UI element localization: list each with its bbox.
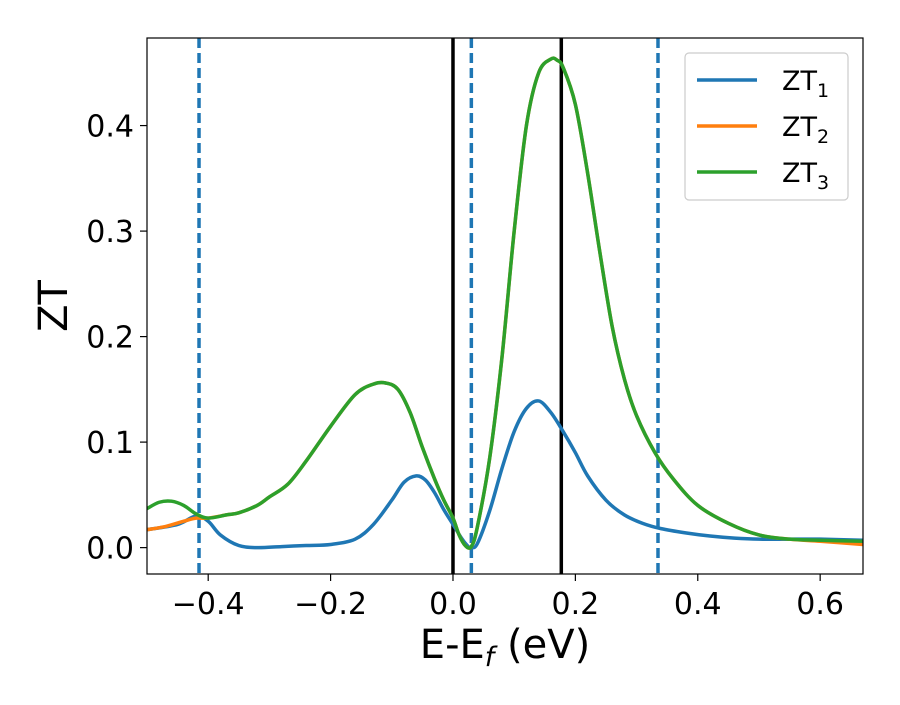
series-line-1	[147, 399, 863, 550]
legend-box	[684, 52, 849, 201]
y-tick-label: 0.3	[86, 215, 134, 250]
x-axis-title: E-Ef (eV)	[420, 622, 590, 673]
x-tick-label: 0.2	[552, 587, 600, 622]
x-tick-label: 0.0	[429, 587, 477, 622]
legend-label-1: ZT1	[782, 66, 829, 102]
y-tick-label: 0.4	[86, 110, 134, 145]
series-line-3	[147, 56, 863, 550]
x-tick-label: −0.4	[172, 587, 245, 622]
y-axis-title: ZT	[31, 280, 77, 332]
x-tick-label: 0.6	[796, 587, 844, 622]
y-tick-label: 0.1	[86, 426, 134, 461]
y-tick-label: 0.0	[86, 532, 134, 567]
legend-label-2: ZT2	[782, 112, 829, 148]
x-tick-label: −0.2	[294, 587, 367, 622]
y-tick-label: 0.2	[86, 321, 134, 356]
legend: ZT1 ZT2 ZT3	[684, 52, 849, 201]
plot-frame	[146, 37, 864, 575]
legend-label-3: ZT3	[782, 158, 829, 194]
x-tick-label: 0.4	[674, 587, 722, 622]
